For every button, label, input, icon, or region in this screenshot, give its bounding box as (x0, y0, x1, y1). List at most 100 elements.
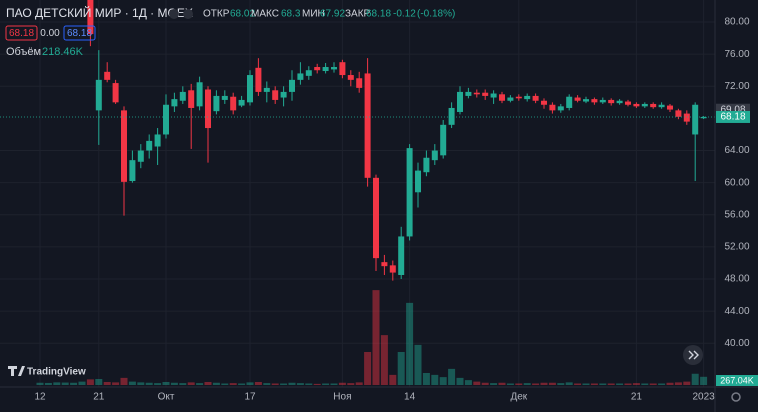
candle-body (389, 265, 396, 273)
candle-body (331, 67, 337, 70)
candle-body (137, 150, 144, 162)
chart-title: ПАО ДЕТСКИЙ МИР · 1Д · MOEX (6, 5, 193, 20)
volume-bar (53, 382, 61, 385)
volume-bar (406, 302, 414, 385)
volume-bar (187, 382, 195, 385)
volume-bar (112, 382, 120, 385)
icon[interactable] (183, 9, 193, 19)
volume-bar (557, 383, 565, 385)
volume-bar (322, 383, 330, 385)
candle-body (364, 73, 371, 178)
candle-body (297, 73, 304, 80)
x-tick-label: Ноя (333, 392, 351, 403)
volume-bar (296, 383, 304, 385)
volume-value: 218.46K (42, 46, 84, 58)
volume-tag-box (716, 375, 758, 386)
price-tag: 69.08 (720, 104, 745, 115)
volume-bar (641, 383, 649, 385)
volume-tag: 267.04K (720, 375, 754, 385)
candle-body (549, 104, 556, 111)
volume-bar (582, 383, 590, 385)
volume-bar (456, 377, 464, 385)
ohlc-label: МАКС (251, 9, 279, 20)
volume-bar (347, 383, 355, 385)
gear-icon[interactable] (731, 392, 741, 402)
candle-body (650, 103, 657, 108)
candle-body (87, 0, 94, 35)
ohlc-value: 68.18 (366, 9, 391, 20)
volume-bar (616, 383, 624, 385)
spread: 0.00 (40, 28, 60, 39)
candle-body (356, 78, 363, 88)
ohlc-value: 68.02 (230, 9, 255, 20)
logo-icon (8, 366, 25, 376)
x-tick-label: Дек (510, 392, 527, 403)
candle-body (608, 99, 615, 104)
candle-body (347, 75, 354, 80)
bid-box[interactable] (5, 25, 38, 41)
candle-body (188, 90, 195, 108)
volume-bar (70, 382, 78, 385)
candle-body (599, 99, 606, 103)
candle-body (205, 89, 211, 129)
candle-body (683, 113, 690, 122)
candle-body (465, 91, 472, 96)
volume-bar (246, 382, 254, 385)
volume-bar (464, 380, 472, 385)
change: -0.12 (393, 9, 416, 20)
ask-box[interactable] (63, 25, 96, 41)
candle-body (255, 67, 262, 92)
volume-bar (523, 383, 531, 385)
volume-bar (448, 368, 456, 385)
candle-body (154, 134, 161, 147)
y-tick-label: 72.00 (724, 81, 749, 92)
candle-body (247, 75, 253, 103)
candle-body (406, 148, 413, 237)
volume-bar (61, 382, 69, 385)
volume-bar (204, 382, 212, 385)
candle-body (557, 106, 564, 111)
y-tick-label: 40.00 (724, 338, 749, 349)
candle-body (457, 91, 463, 112)
y-tick-label: 60.00 (724, 177, 749, 188)
volume-bar (137, 382, 145, 385)
candle-body (658, 104, 665, 108)
y-tick-label: 56.00 (724, 209, 749, 220)
y-tick-label: 44.00 (724, 306, 749, 317)
candle-body (339, 62, 346, 76)
icon[interactable] (169, 9, 179, 19)
volume-bar (95, 379, 103, 385)
volume-bar (103, 382, 111, 385)
candle-body (641, 103, 648, 107)
volume-bar (86, 379, 94, 385)
last-price-tag: 68.18 (720, 112, 745, 123)
candle-body (398, 236, 405, 275)
volume-bar (305, 383, 313, 385)
last-price-box (716, 110, 750, 123)
volume-bar (36, 382, 44, 385)
ohlc-value: 68.3 (281, 9, 301, 20)
volume-bar (229, 383, 237, 385)
scroll-button[interactable] (683, 345, 703, 365)
candle-body (280, 91, 287, 98)
volume-bar (490, 383, 498, 385)
volume-bar (338, 382, 346, 385)
candle-body (415, 170, 421, 193)
candle-body (566, 96, 573, 108)
candle-body (95, 79, 102, 111)
candle-body (490, 93, 497, 98)
candle-body (112, 83, 119, 103)
x-tick-label: 12 (34, 392, 46, 403)
candle-body (700, 116, 707, 119)
volume-bar (212, 382, 220, 385)
legend-header: ПАО ДЕТСКИЙ МИР · 1Д · MOEX 68.18 0.00 6… (5, 5, 455, 58)
volume-bar (473, 381, 481, 385)
y-tick-label: 76.00 (724, 49, 749, 60)
settings[interactable] (731, 392, 741, 402)
candle-body (431, 150, 438, 161)
volume-bar (196, 383, 204, 385)
x-tick-label: Окт (158, 392, 175, 403)
candle-body (591, 99, 598, 103)
candle-body (196, 82, 203, 107)
volume-bar (154, 383, 162, 385)
